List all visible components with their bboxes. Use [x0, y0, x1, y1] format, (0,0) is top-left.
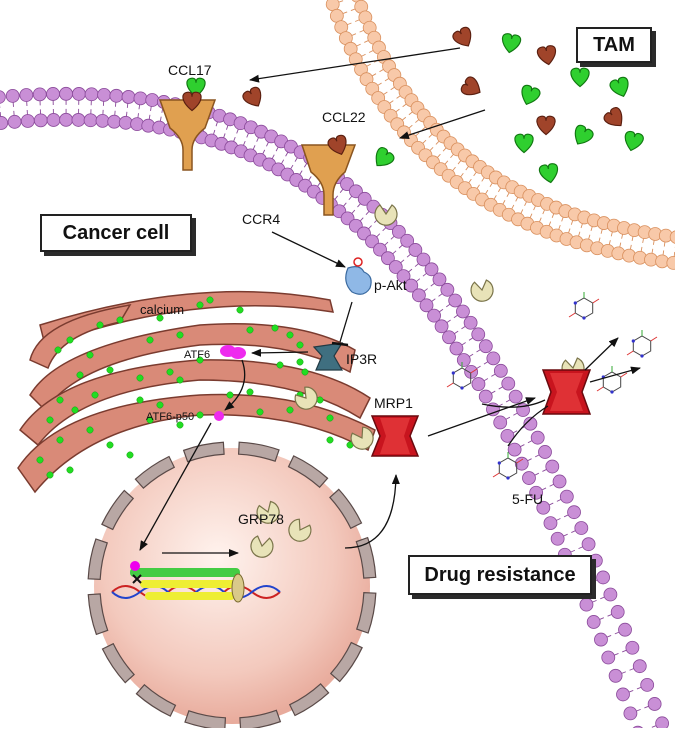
p-akt-label: p-Akt	[374, 277, 407, 293]
atf6-label: ATF6	[184, 349, 210, 361]
mrp1-label: MRP1	[374, 395, 413, 411]
atf6-p50-dot	[214, 411, 224, 421]
mrp1-transporter-membrane	[543, 370, 590, 414]
cancer-cell-box: Cancer cell	[40, 214, 192, 252]
5-fu-label: 5-FU	[512, 491, 543, 507]
ip3r-label: IP3R	[346, 351, 377, 367]
p-akt-protein	[346, 258, 371, 294]
atf6-p50-label: ATF6-p50	[146, 411, 194, 423]
mrp1-transporter	[372, 416, 418, 456]
tam-box: TAM	[576, 27, 652, 63]
calcium-label: calcium	[140, 302, 184, 317]
ccr4-label: CCR4	[242, 211, 280, 227]
atf6-protein	[220, 345, 246, 359]
ccl17-label: CCL17	[168, 62, 212, 78]
ccl22-label: CCL22	[322, 109, 366, 125]
grp78-label: GRP78	[238, 511, 284, 527]
drug-resistance-box: Drug resistance	[408, 555, 592, 595]
